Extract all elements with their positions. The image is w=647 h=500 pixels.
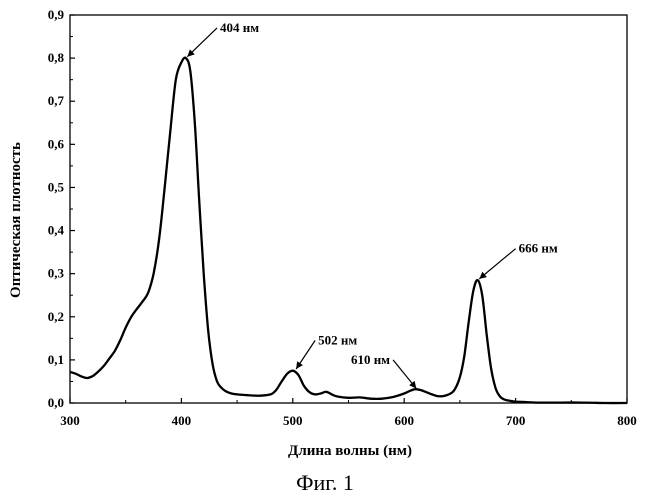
y-tick-label: 0,8: [48, 50, 65, 65]
x-tick-label: 400: [172, 413, 192, 428]
x-tick-label: 800: [617, 413, 637, 428]
y-tick-label: 0,1: [48, 352, 64, 367]
y-tick-label: 0,5: [48, 179, 65, 194]
y-axis-title: Оптическая плотность: [8, 142, 24, 298]
y-tick-label: 0,9: [48, 7, 65, 22]
annotation-label: 610 нм: [351, 352, 390, 367]
plot-area: [70, 58, 627, 403]
y-tick-label: 0,4: [48, 223, 65, 238]
figure-caption: Фиг. 1: [296, 470, 354, 495]
x-tick-label: 300: [60, 413, 80, 428]
annotation-arrowhead: [296, 361, 303, 369]
annotation-leader: [479, 249, 515, 279]
annotation-label: 666 нм: [519, 241, 558, 256]
spectrum-line: [70, 58, 627, 403]
annotation-label: 502 нм: [318, 332, 357, 347]
x-tick-label: 700: [506, 413, 526, 428]
annotation-arrowhead: [409, 381, 416, 389]
y-tick-label: 0,6: [48, 136, 65, 151]
y-tick-label: 0,0: [48, 395, 64, 410]
x-tick-label: 500: [283, 413, 303, 428]
y-tick-label: 0,3: [48, 266, 65, 281]
x-axis-title: Длина волны (нм): [288, 443, 412, 459]
x-tick-label: 600: [394, 413, 414, 428]
annotation-label: 404 нм: [220, 20, 259, 35]
y-axis-ticks: 0,0 0,1 0,2 0,3 0,4 0,5 0,6 0,7 0,8 0,9: [48, 7, 75, 410]
peak-annotations: 404 нм 502 нм 610 нм 666 нм: [187, 20, 558, 389]
y-tick-label: 0,7: [48, 93, 65, 108]
y-tick-label: 0,2: [48, 309, 64, 324]
